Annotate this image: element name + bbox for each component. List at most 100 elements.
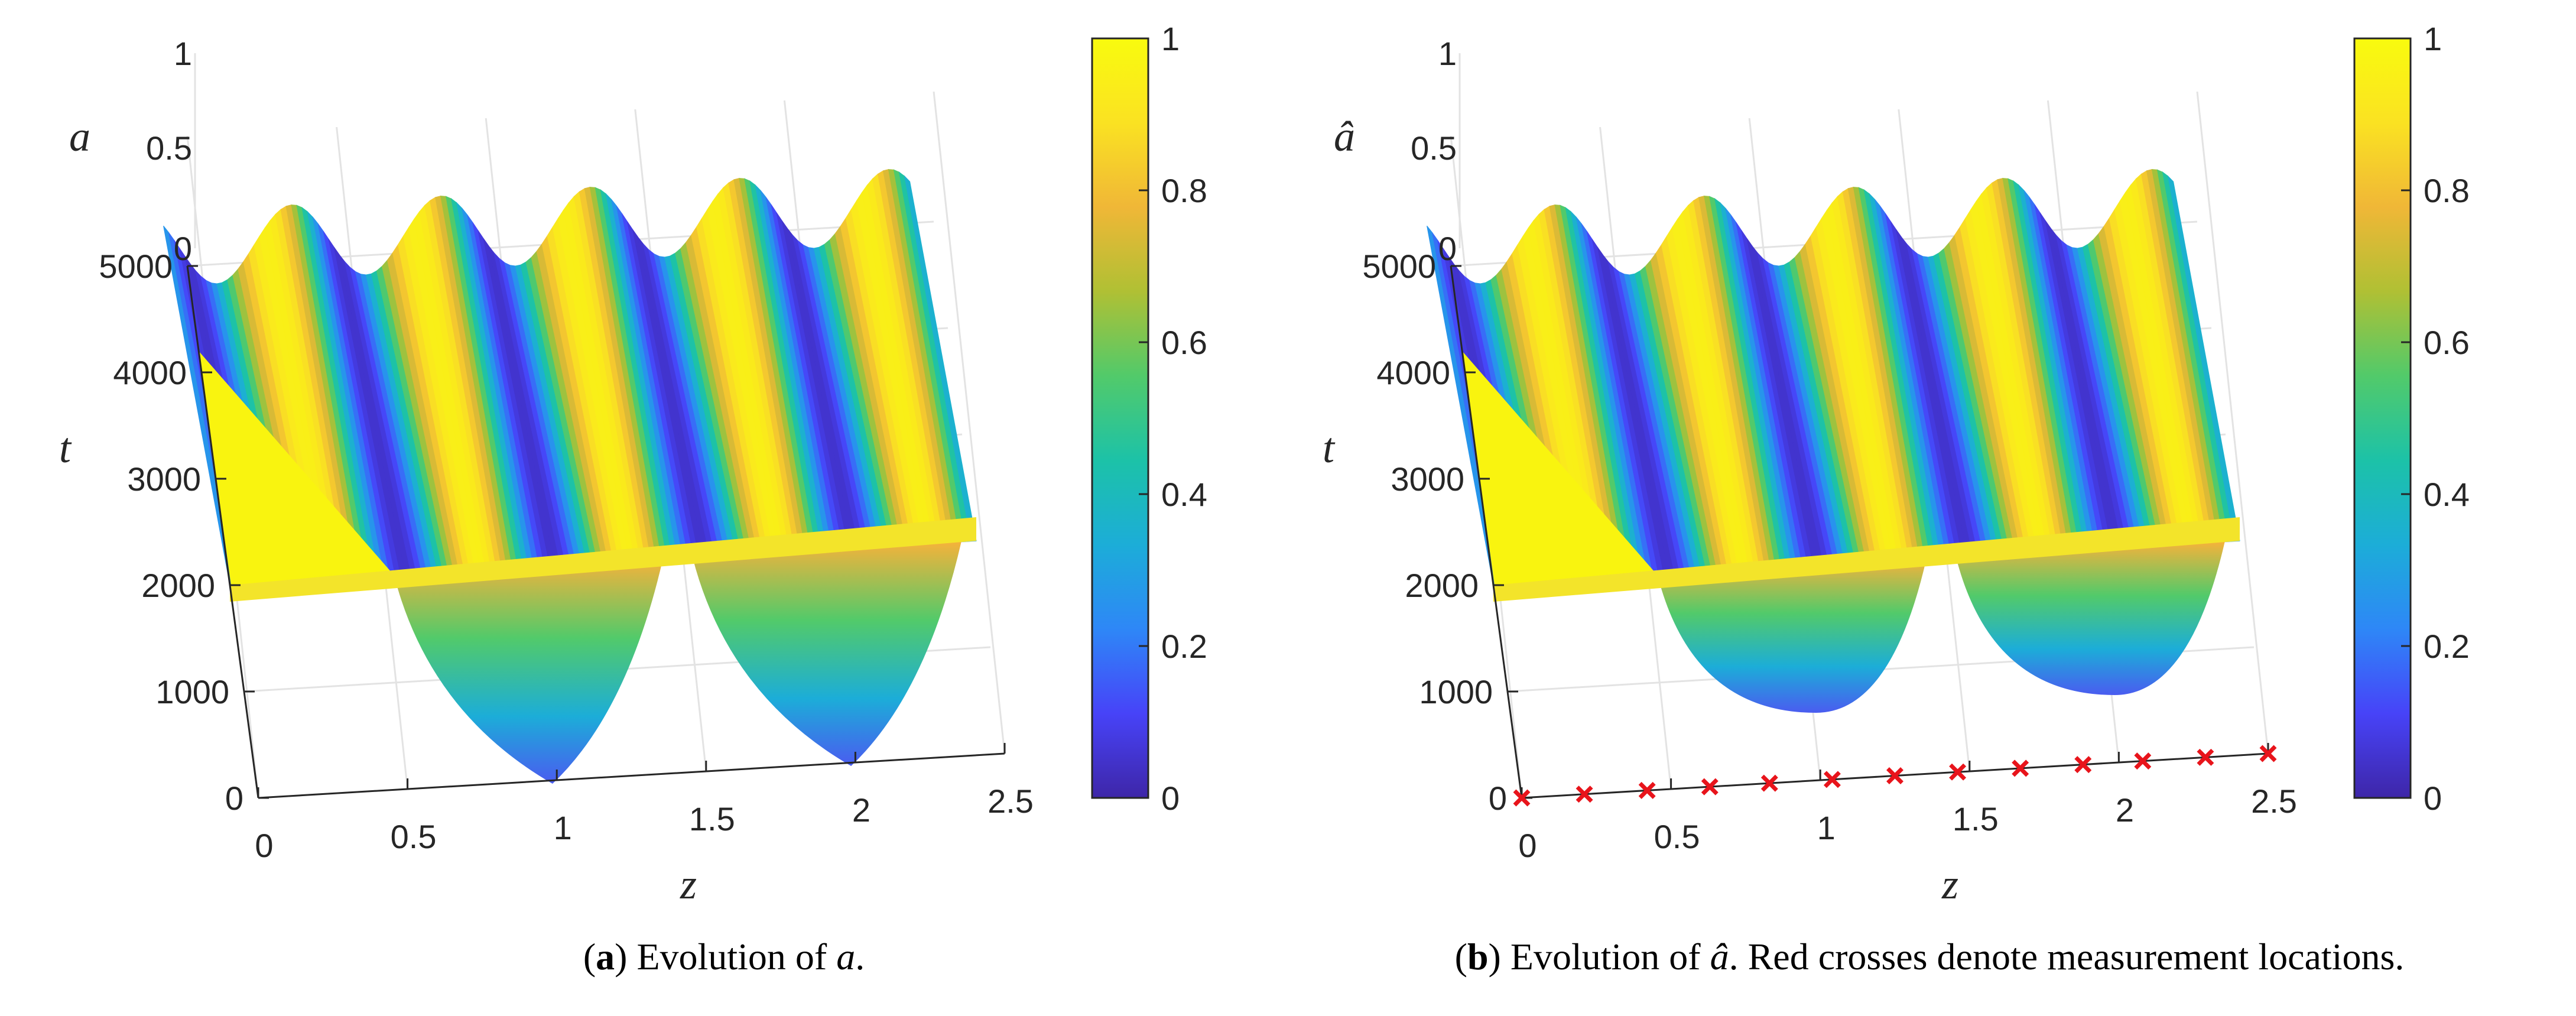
surface-front-edge: [1493, 517, 2240, 602]
panel-a-caption-label: a: [596, 936, 615, 978]
measurement-cross: [1823, 771, 1841, 788]
measurement-cross: [2259, 745, 2277, 762]
colorbar-rect: [2353, 37, 2412, 799]
x-axis-line: [258, 752, 1005, 799]
colorbar-tick-label: 0.6: [2424, 324, 2470, 361]
colorbar-tick-label: 0.4: [2424, 476, 2470, 513]
colorbar-tick-label: 0: [2424, 780, 2442, 817]
panel-a-t-ticks: 0 1000 2000 3000 4000 5000: [99, 248, 269, 817]
t-tick-label: 2000: [141, 567, 215, 604]
z-tick-label: 0: [1438, 230, 1457, 267]
panel-b-surface: [1427, 168, 2240, 713]
panel-b-measurement-crosses: [1513, 745, 2277, 807]
panel-b-x-ticks: 0 0.5 1 1.5 2 2.5: [1518, 743, 2297, 864]
measurement-cross: [1760, 774, 1778, 792]
t-tick-label: 1000: [155, 673, 229, 710]
surface-yellow-wedge: [1462, 351, 1658, 598]
x-tick-label: 1.5: [689, 800, 735, 838]
x-gridline: [933, 91, 1006, 754]
panel-b-tlabel: t: [1323, 424, 1336, 472]
t-tick-label: 5000: [99, 248, 173, 285]
panel-a-colorbar: 0 0.2 0.4 0.6 0.8 1: [1091, 20, 1207, 817]
measurement-cross: [1576, 785, 1593, 803]
panel-b-xlabel: z: [1941, 861, 1958, 908]
measurement-cross: [1886, 767, 1903, 784]
measurement-cross: [1513, 789, 1531, 807]
z-tick-label: 0.5: [1411, 129, 1457, 167]
x-tick-label: 0: [1518, 827, 1536, 864]
surface-bowl: [394, 559, 663, 784]
x-tick-label: 1: [554, 809, 572, 846]
colorbar-tick-label: 0.2: [1161, 628, 1207, 665]
x-tick-label: 2.5: [2251, 783, 2297, 820]
panel-b-caption-end: . Red crosses denote measurement locatio…: [1729, 936, 2405, 978]
t-axis-line: [186, 265, 259, 798]
panel-a-zlabel: a: [69, 113, 90, 160]
t-axis-line: [1450, 265, 1523, 798]
t-tick-label: 4000: [1376, 354, 1450, 391]
panel-b-caption-var: â: [1710, 936, 1729, 978]
surface-bowl: [1657, 559, 1927, 713]
x-tick-label: 2: [2116, 791, 2134, 829]
colorbar-tick-label: 0.8: [2424, 172, 2470, 209]
surface-bowl: [693, 541, 961, 766]
panel-a-z-ticks: 00.51: [146, 35, 192, 267]
t-tick-label: 0: [1489, 780, 1507, 817]
surface-yellow-wedge: [199, 351, 394, 598]
panel-a-caption-end: .: [855, 936, 865, 978]
colorbar-tick-label: 0: [1161, 780, 1180, 817]
colorbar-tick-label: 1: [1161, 20, 1180, 57]
measurement-cross: [2012, 759, 2029, 777]
panel-b-caption: (b) Evolution of â. Red crosses denote m…: [1455, 936, 2405, 978]
panel-a-caption-var: a: [836, 936, 855, 978]
panel-b-caption-text: ) Evolution of: [1489, 936, 1710, 978]
t-tick-label: 2000: [1405, 567, 1479, 604]
x-tick-label: 2.5: [987, 783, 1034, 820]
t-tick-label: 1000: [1419, 673, 1493, 710]
panel-a-tlabel: t: [59, 424, 72, 472]
surface-front-edge: [230, 517, 976, 602]
t-tick-label: 0: [225, 780, 243, 817]
z-tick-label: 0: [174, 230, 192, 267]
surface-bowl: [1956, 541, 2225, 695]
colorbar-tick-label: 0.8: [1161, 172, 1207, 209]
panel-a-surface: [163, 168, 977, 784]
measurement-cross: [1949, 763, 1967, 781]
x-tick-label: 1.5: [1953, 800, 1999, 838]
colorbar-rect: [1091, 37, 1149, 799]
colorbar-tick-label: 0.6: [1161, 324, 1207, 361]
x-tick-label: 2: [852, 791, 870, 829]
z-tick-label: 0.5: [146, 129, 192, 167]
t-tick-label: 3000: [1391, 460, 1464, 498]
colorbar-tick-label: 1: [2424, 20, 2442, 57]
panel-b-zlabel: â: [1334, 113, 1355, 160]
panel-b-colorbar: 0 0.2 0.4 0.6 0.8 1: [2353, 20, 2470, 817]
panel-a-axes: [186, 53, 1005, 799]
t-tick-label: 4000: [113, 354, 187, 391]
measurement-cross: [2197, 748, 2214, 766]
x-tick-label: 0.5: [1654, 818, 1700, 855]
x-tick-label: 0: [255, 827, 273, 864]
x-tick-label: 1: [1817, 809, 1836, 846]
t-tick-label: 3000: [127, 460, 201, 498]
panel-b-z-ticks: 00.51: [1411, 35, 1457, 267]
x-gridline: [2196, 91, 2269, 754]
measurement-cross: [1701, 778, 1719, 796]
x-tick-label: 0.5: [391, 818, 437, 855]
colorbar-tick-label: 0.4: [1161, 476, 1207, 513]
panel-b-caption-label: b: [1467, 936, 1489, 978]
panel-a-xlabel: z: [680, 861, 697, 908]
measurement-cross: [2134, 752, 2152, 770]
colorbar-tick-label: 0.2: [2424, 628, 2470, 665]
panel-a-caption-text: ) Evolution of: [615, 936, 836, 978]
measurement-cross: [1638, 781, 1656, 799]
panel-a-x-ticks: 0 0.5 1 1.5 2 2.5: [255, 743, 1034, 864]
measurement-cross: [2074, 756, 2092, 774]
panel-a-caption: (a) Evolution of a.: [583, 936, 865, 978]
panel-b-t-ticks: 0 1000 2000 3000 4000 5000: [1362, 248, 1532, 817]
z-tick-label: 1: [1438, 35, 1457, 72]
z-tick-label: 1: [174, 35, 192, 72]
